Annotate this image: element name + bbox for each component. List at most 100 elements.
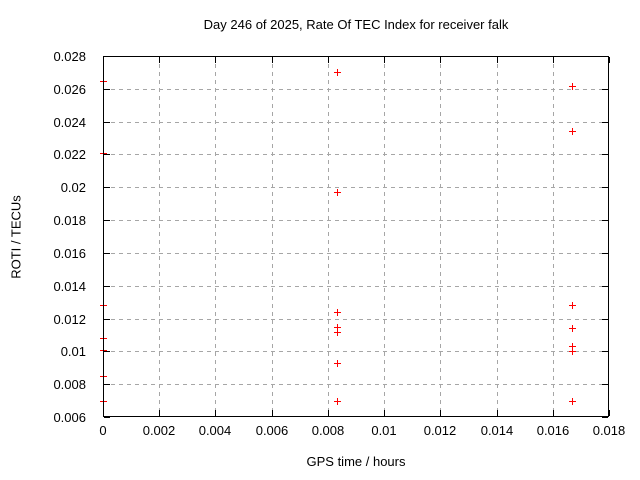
y-tick-label: 0.028 [53,49,86,64]
x-tick-top [328,57,329,63]
x-tick-label: 0.006 [255,423,289,438]
x-tick-bottom [103,410,104,416]
vertical-gridline [272,56,273,417]
marker-vertical-stroke [337,189,338,196]
y-tick-label: 0.006 [53,410,86,425]
x-tick-label: 0.004 [198,423,232,438]
y-tick-right [602,89,608,90]
y-tick-right [602,384,608,385]
y-tick-left [104,122,110,123]
y-tick-left [104,154,110,155]
vertical-gridline [497,56,498,417]
x-tick-label: 0.012 [423,423,457,438]
data-point-marker [334,309,341,316]
x-tick-bottom [159,410,160,416]
y-tick-right [602,319,608,320]
x-tick-top [553,57,554,63]
y-tick-left [104,351,110,352]
marker-vertical-stroke [572,325,573,332]
y-tick-left [104,220,110,221]
data-point-marker [569,325,576,332]
x-tick-label: 0.016 [536,423,570,438]
horizontal-gridline [103,286,609,287]
marker-vertical-stroke [572,83,573,90]
y-tick-right [602,187,608,188]
y-tick-left [104,417,110,418]
marker-vertical-stroke [103,335,104,342]
y-tick-label: 0.018 [53,213,86,228]
marker-vertical-stroke [337,324,338,331]
x-tick-top [440,57,441,63]
y-tick-label: 0.012 [53,312,86,327]
y-tick-right [602,154,608,155]
x-tick-label: 0 [99,423,107,438]
marker-vertical-stroke [572,398,573,405]
x-tick-bottom [328,410,329,416]
x-tick-bottom [440,410,441,416]
horizontal-gridline [103,253,609,254]
data-point-marker [100,78,107,85]
marker-vertical-stroke [103,78,104,85]
data-point-marker [100,398,107,405]
y-tick-right [602,351,608,352]
vertical-gridline [328,56,329,417]
x-tick-bottom [497,410,498,416]
marker-vertical-stroke [572,343,573,350]
y-tick-left [104,187,110,188]
horizontal-gridline [103,154,609,155]
y-tick-right [602,417,608,418]
marker-vertical-stroke [572,128,573,135]
data-point-marker [100,373,107,380]
horizontal-gridline [103,384,609,385]
data-point-marker [569,398,576,405]
x-tick-bottom [553,410,554,416]
x-tick-top [215,57,216,63]
y-tick-left [104,56,110,57]
y-tick-label: 0.026 [53,82,86,97]
vertical-gridline [384,56,385,417]
data-point-marker [334,69,341,76]
y-tick-left [104,253,110,254]
data-point-marker [334,189,341,196]
marker-vertical-stroke [572,348,573,355]
x-tick-top [159,57,160,63]
y-tick-label: 0.008 [53,377,86,392]
marker-vertical-stroke [103,302,104,309]
y-tick-right [602,122,608,123]
y-tick-right [602,56,608,57]
y-tick-left [104,89,110,90]
horizontal-gridline [103,122,609,123]
marker-vertical-stroke [337,309,338,316]
plot-area [100,56,610,418]
vertical-gridline [553,56,554,417]
x-tick-top [497,57,498,63]
y-tick-label: 0.014 [53,279,86,294]
chart-title: Day 246 of 2025, Rate Of TEC Index for r… [203,17,509,32]
x-tick-label: 0.002 [142,423,176,438]
horizontal-gridline [103,89,609,90]
marker-vertical-stroke [103,373,104,380]
y-tick-right [602,253,608,254]
y-tick-left [104,384,110,385]
data-point-marker [334,324,341,331]
x-tick-label: 0.014 [480,423,514,438]
y-tick-label: 0.016 [53,246,86,261]
x-tick-bottom [272,410,273,416]
y-tick-left [104,319,110,320]
x-tick-label: 0.018 [592,423,626,438]
marker-vertical-stroke [337,329,338,336]
y-tick-label: 0.02 [60,180,86,195]
x-tick-top [103,57,104,63]
marker-vertical-stroke [572,302,573,309]
vertical-gridline [440,56,441,417]
marker-vertical-stroke [337,360,338,367]
x-tick-bottom [384,410,385,416]
y-tick-right [602,220,608,221]
horizontal-gridline [103,220,609,221]
x-tick-top [609,57,610,63]
x-tick-label: 0.008 [311,423,345,438]
y-tick-label: 0.01 [60,344,86,359]
data-point-marker [569,348,576,355]
data-point-marker [100,335,107,342]
data-point-marker [100,302,107,309]
